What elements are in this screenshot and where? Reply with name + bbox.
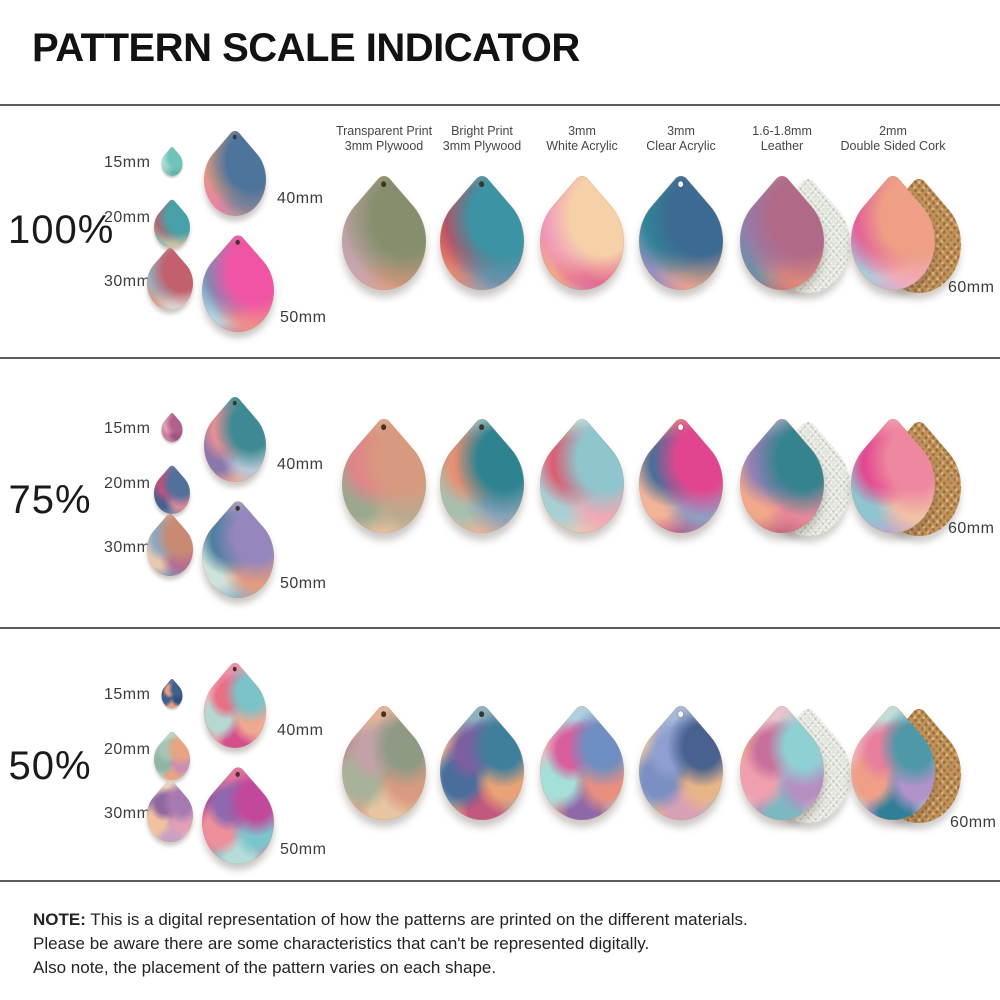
teardrop-50pct-white-acrylic [522,701,642,841]
separator-line-3 [0,627,1000,629]
column-header-double-sided-cork: 2mm Double Sided Cork [813,124,973,154]
note-line-1: This is a digital representation of how … [90,910,748,929]
teardrop-100pct-15mm [157,145,187,182]
hanging-hole [381,181,387,188]
teardrop-75pct-double-sided-cork [833,414,953,554]
teardrop-75pct-50mm [187,497,289,616]
teardrop-100pct-clear-acrylic [621,171,741,311]
teardrop-100pct-leather [722,171,842,311]
size-label-15mm: 15mm [104,686,151,703]
hanging-hole [232,134,237,140]
hanging-hole [678,711,684,718]
size-label-15mm: 15mm [104,154,151,171]
size-label-40mm: 40mm [277,722,324,739]
column-header-leather: 1.6-1.8mm Leather [702,124,862,154]
column-header-transparent-print-plywood: Transparent Print 3mm Plywood [304,124,464,154]
teardrop-100pct-50mm [187,231,289,350]
hanging-hole [479,711,485,718]
note-block: NOTE: This is a digital representation o… [33,908,748,980]
column-header-white-acrylic: 3mm White Acrylic [502,124,662,154]
teardrop-100pct-bright-print-plywood [422,171,542,311]
hanging-hole [381,711,387,718]
column-header-line2: 3mm Plywood [442,139,522,153]
column-header-line2: White Acrylic [546,139,618,153]
hanging-hole [678,181,684,188]
size-label-20mm: 20mm [104,209,151,226]
note-line-3: Also note, the placement of the pattern … [33,958,497,977]
hanging-hole [232,400,237,406]
teardrop-50pct-leather [722,701,842,841]
separator-line-1 [0,104,1000,106]
teardrop-50pct-15mm [157,677,187,714]
column-header-line1: 3mm [667,124,695,138]
column-header-line1: 2mm [879,124,907,138]
hanging-hole [235,771,240,777]
size-label-20mm: 20mm [104,475,151,492]
size-label-40mm: 40mm [277,456,324,473]
size-label-50mm: 50mm [280,841,327,858]
teardrop-100pct-30mm [137,245,203,321]
column-header-clear-acrylic: 3mm Clear Acrylic [601,124,761,154]
column-header-line1: 3mm [568,124,596,138]
teardrop-75pct-15mm [157,411,187,448]
teardrop-50pct-transparent-print-plywood [324,701,444,841]
page-title: PATTERN SCALE INDICATOR [32,26,580,70]
hanging-hole [235,239,240,245]
teardrop-50pct-double-sided-cork [833,701,953,841]
size-label-50mm: 50mm [280,309,327,326]
hanging-hole [381,424,387,431]
size-label-60mm: 60mm [948,520,995,537]
teardrop-75pct-40mm [191,393,279,498]
size-label-50mm: 50mm [280,575,327,592]
teardrop-75pct-clear-acrylic [621,414,741,554]
column-header-bright-print-plywood: Bright Print 3mm Plywood [402,124,562,154]
teardrop-75pct-bright-print-plywood [422,414,542,554]
size-label-30mm: 30mm [104,539,151,556]
size-label-60mm: 60mm [950,814,997,831]
size-label-15mm: 15mm [104,420,151,437]
separator-line-2 [0,357,1000,359]
size-label-30mm: 30mm [104,273,151,290]
column-header-line1: Bright Print [451,124,513,138]
teardrop-75pct-transparent-print-plywood [324,414,444,554]
hanging-hole [232,666,237,672]
note-label: NOTE: [33,910,86,929]
teardrop-50pct-bright-print-plywood [422,701,542,841]
teardrop-75pct-white-acrylic [522,414,642,554]
hanging-hole [235,505,240,511]
hanging-hole [479,424,485,431]
teardrop-100pct-white-acrylic [522,171,642,311]
column-header-line2: Double Sided Cork [840,139,946,153]
column-header-line2: 3mm Plywood [344,139,424,153]
scale-label-50: 50% [8,744,92,788]
size-label-20mm: 20mm [104,741,151,758]
scale-label-75: 75% [8,478,92,522]
separator-line-4 [0,880,1000,882]
column-header-line2: Clear Acrylic [646,139,716,153]
hanging-hole [479,181,485,188]
teardrop-50pct-20mm [146,729,198,789]
size-label-40mm: 40mm [277,190,324,207]
teardrop-75pct-30mm [137,511,203,587]
size-label-60mm: 60mm [948,279,995,296]
scale-label-100: 100% [8,208,115,252]
teardrop-50pct-50mm [187,763,289,882]
column-header-line1: Transparent Print [335,124,433,138]
column-header-line2: Leather [760,139,804,153]
teardrop-75pct-20mm [146,463,198,523]
teardrop-50pct-clear-acrylic [621,701,741,841]
teardrop-50pct-30mm [137,777,203,853]
teardrop-100pct-transparent-print-plywood [324,171,444,311]
teardrop-100pct-double-sided-cork [833,171,953,311]
column-header-line1: 1.6-1.8mm [752,124,812,138]
note-line-2: Please be aware there are some character… [33,934,650,953]
teardrop-100pct-20mm [146,197,198,257]
teardrop-100pct-40mm [191,127,279,232]
size-label-30mm: 30mm [104,805,151,822]
teardrop-50pct-40mm [191,659,279,764]
hanging-hole [678,424,684,431]
teardrop-75pct-leather [722,414,842,554]
